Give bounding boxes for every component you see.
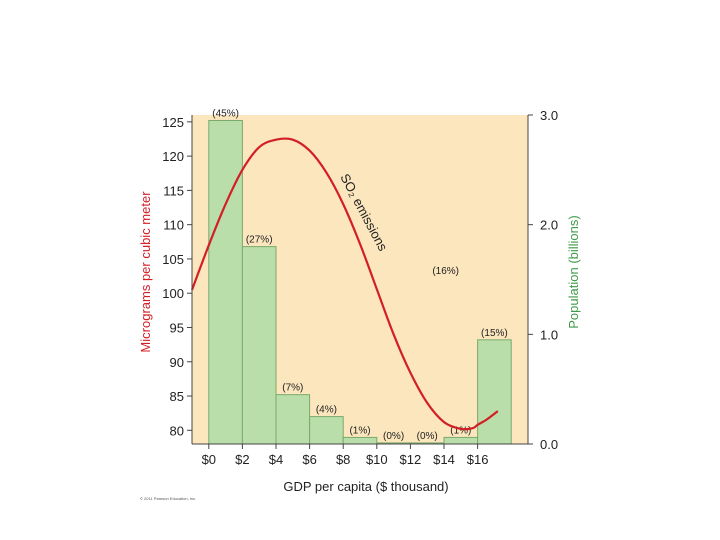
right-tick-label: 0.0 <box>540 437 558 452</box>
left-tick-label: 110 <box>163 218 184 233</box>
left-tick-label: 115 <box>163 183 184 198</box>
x-tick-label: $0 <box>202 452 216 467</box>
bar-percent-label: (0%) <box>417 431 438 442</box>
y-axis-left-title: Micrograms per cubic meter <box>138 191 153 353</box>
copyright-credit: © 2011 Pearson Education, Inc. <box>140 496 197 501</box>
x-tick-label: $12 <box>400 452 422 467</box>
left-tick-label: 80 <box>170 423 184 438</box>
population-bar <box>477 339 512 445</box>
left-tick-label: 125 <box>162 115 184 130</box>
x-tick-label: $6 <box>302 452 316 467</box>
bar-percent-label: (45%) <box>212 108 239 119</box>
population-bar <box>241 246 277 445</box>
bar-percent-label: (1%) <box>349 425 370 436</box>
left-tick-label: 95 <box>170 320 184 335</box>
bar-percent-label: (27%) <box>246 235 273 246</box>
left-tick-label: 85 <box>170 389 184 404</box>
population-bar <box>275 394 311 445</box>
bar-percent-label: (0%) <box>383 431 404 442</box>
bar-percent-label: (4%) <box>316 405 337 416</box>
left-tick-label: 90 <box>170 355 184 370</box>
so2-emissions-line <box>190 137 499 431</box>
x-tick-label: $16 <box>467 452 489 467</box>
right-tick-label: 3.0 <box>540 108 558 123</box>
bar-percent-label: (1%) <box>450 425 471 436</box>
x-tick-label: $8 <box>336 452 350 467</box>
x-tick-label: $10 <box>366 452 388 467</box>
x-tick-label: $2 <box>235 452 249 467</box>
left-tick-label: 105 <box>162 252 184 267</box>
x-tick-label: $4 <box>269 452 283 467</box>
left-tick-label: 120 <box>162 149 184 164</box>
bar-percent-label: (15%) <box>481 328 508 339</box>
population-bar <box>443 436 479 445</box>
x-axis-title: GDP per capita ($ thousand) <box>283 479 448 494</box>
right-tick-label: 2.0 <box>540 218 558 233</box>
population-bar <box>342 436 378 445</box>
population-bar <box>208 119 243 445</box>
bar-percent-label: (7%) <box>282 383 303 394</box>
right-tick-label: 1.0 <box>540 327 558 342</box>
population-bar <box>309 416 344 445</box>
floating-percent-label: (16%) <box>432 266 459 277</box>
left-tick-label: 100 <box>162 286 184 301</box>
x-tick-label: $14 <box>433 452 455 467</box>
y-axis-right-title: Population (billions) <box>566 215 581 328</box>
